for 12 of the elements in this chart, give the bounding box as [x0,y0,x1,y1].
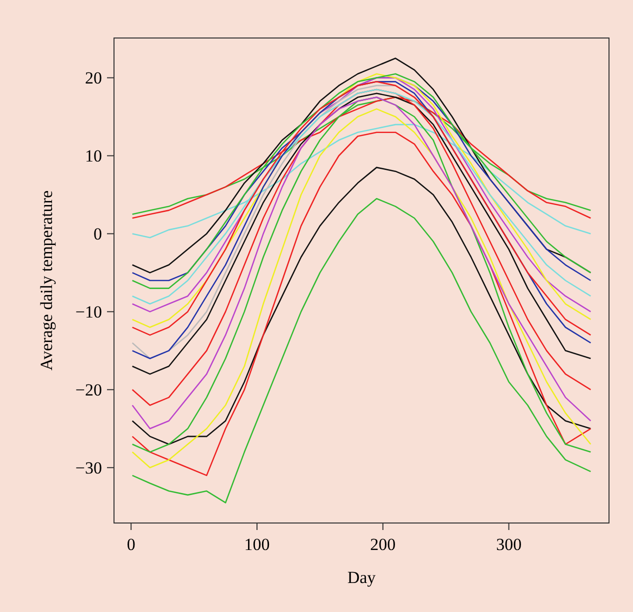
y-tick-label: −30 [75,458,102,478]
x-axis-title: Day [347,568,376,587]
x-tick-label: 200 [370,535,396,554]
y-tick-label: 10 [85,146,102,166]
x-tick-label: 300 [496,535,522,554]
x-tick-label: 100 [244,535,270,554]
y-tick-label: 20 [85,68,102,88]
y-tick-label: 0 [94,224,102,244]
y-tick-label: −10 [75,302,102,322]
y-tick-label: −20 [75,380,102,400]
x-tick-label: 0 [126,535,136,554]
y-axis-title: Average daily temperature [37,190,56,370]
